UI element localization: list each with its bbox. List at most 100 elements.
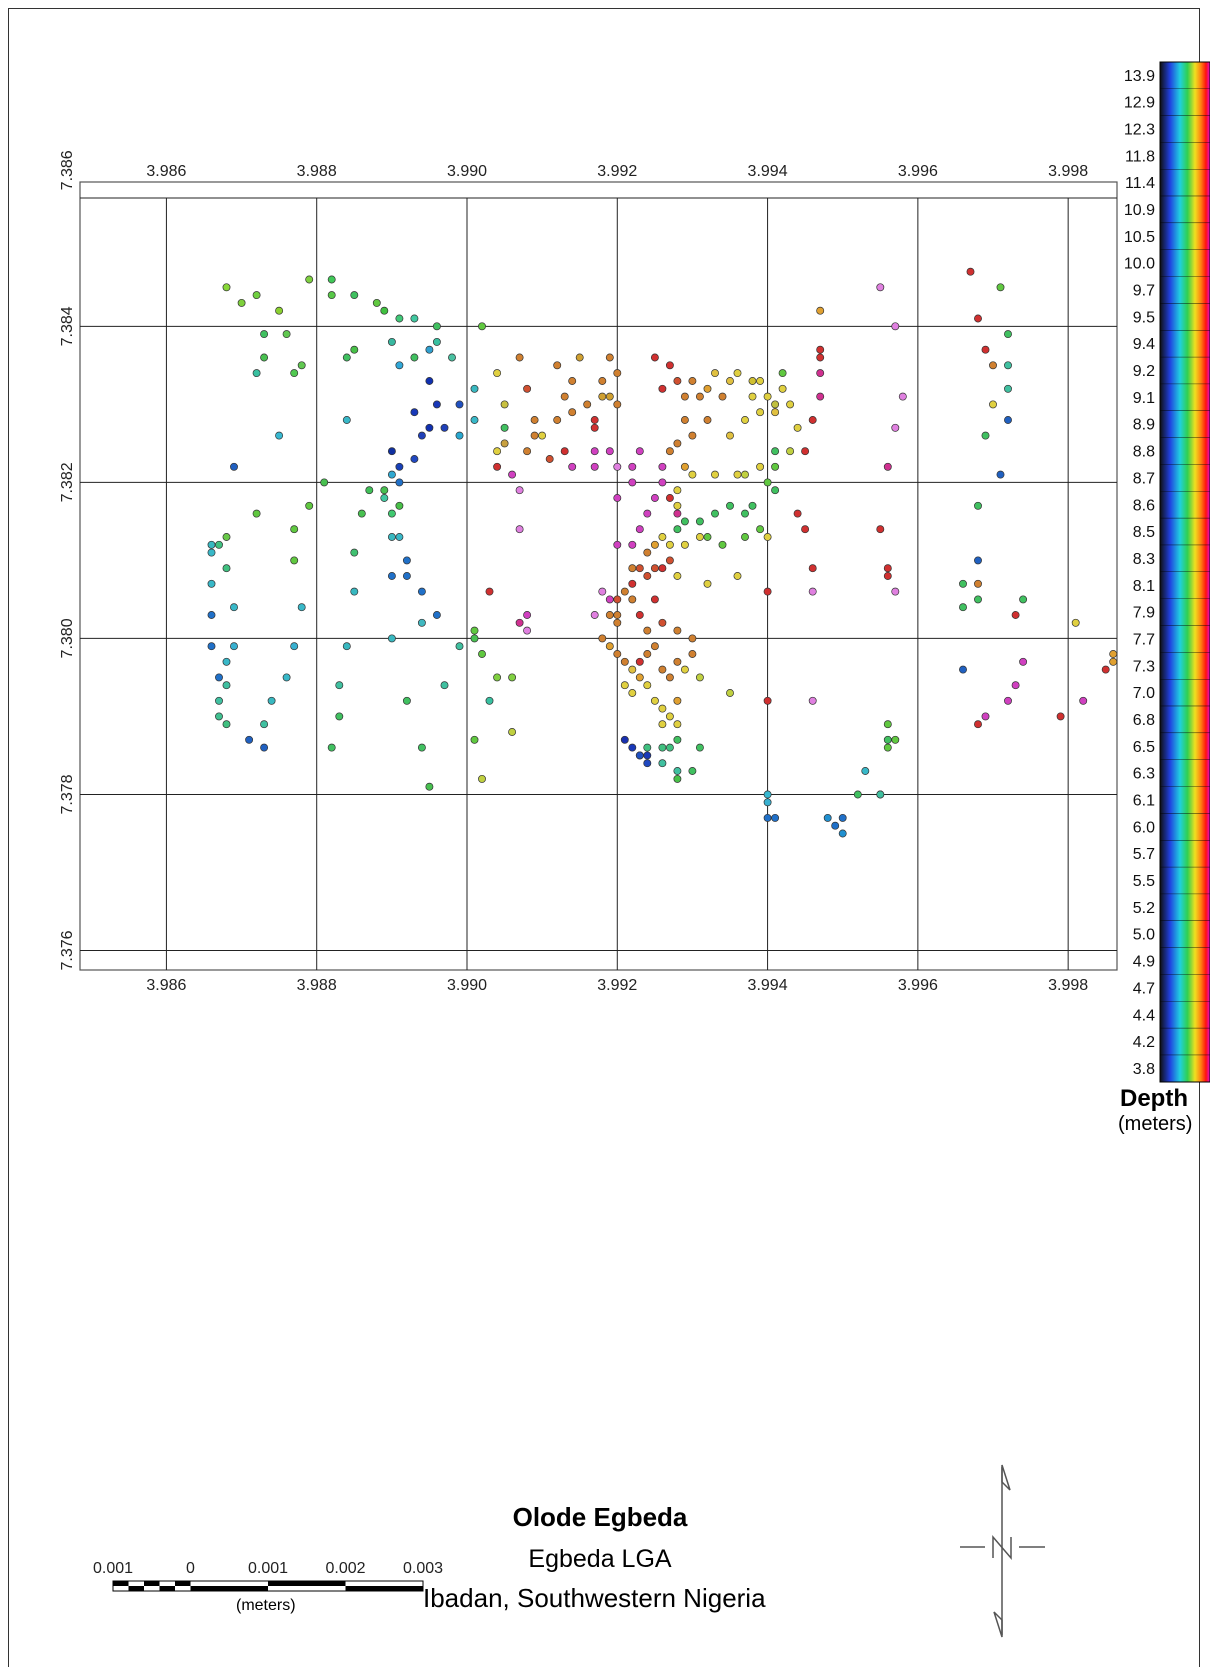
- depth-point: [635, 657, 644, 666]
- depth-point: [763, 798, 772, 807]
- depth-point: [883, 564, 892, 573]
- colorbar-frame: [1159, 61, 1210, 1083]
- depth-point: [733, 369, 742, 378]
- depth-point: [485, 696, 494, 705]
- scale-bar-segment: [345, 1586, 423, 1591]
- y-tick-label: 7.376: [59, 930, 76, 970]
- depth-point: [838, 813, 847, 822]
- depth-point: [297, 361, 306, 370]
- depth-point: [959, 665, 967, 674]
- depth-point: [207, 548, 216, 557]
- colorbar-label: 4.2: [1133, 1034, 1155, 1051]
- depth-point: [1079, 696, 1088, 705]
- depth-point: [380, 486, 389, 495]
- depth-point: [508, 673, 517, 682]
- depth-point: [981, 345, 990, 354]
- depth-point: [688, 431, 697, 440]
- depth-point: [230, 603, 238, 612]
- scale-bar-units: (meters): [236, 1597, 296, 1614]
- depth-point: [613, 618, 622, 627]
- depth-point: [726, 501, 734, 510]
- colorbar-band: [1160, 223, 1210, 250]
- depth-point: [635, 447, 644, 456]
- depth-point: [628, 579, 637, 588]
- depth-point: [680, 665, 689, 674]
- depth-point: [771, 462, 780, 471]
- colorbar-label: 9.5: [1133, 309, 1155, 326]
- map-title: Olode Egbeda: [512, 1502, 688, 1532]
- depth-point: [222, 720, 231, 729]
- colorbar-label: 12.3: [1124, 122, 1155, 139]
- depth-point: [778, 384, 787, 393]
- depth-point: [635, 611, 644, 619]
- colorbar-label: 4.7: [1133, 980, 1155, 997]
- depth-point: [726, 431, 734, 440]
- depth-point: [620, 587, 629, 596]
- depth-point: [207, 611, 216, 619]
- colorbar-band: [1160, 142, 1210, 170]
- depth-point: [891, 587, 900, 596]
- depth-point: [763, 533, 772, 541]
- depth-point: [643, 743, 652, 752]
- depth-point: [703, 579, 712, 588]
- depth-point: [260, 720, 269, 729]
- depth-point: [402, 572, 411, 580]
- depth-point: [500, 439, 509, 448]
- depth-point: [553, 416, 562, 424]
- depth-point: [207, 642, 216, 651]
- depth-point: [1101, 665, 1110, 674]
- depth-point: [959, 579, 967, 588]
- colorbar-label: 7.9: [1133, 605, 1155, 622]
- scale-bar-segment: [113, 1581, 129, 1586]
- depth-point: [650, 353, 659, 362]
- colorbar-label: 8.7: [1133, 470, 1155, 487]
- colorbar-label: 6.5: [1133, 739, 1155, 756]
- colorbar-label: 10.9: [1124, 202, 1155, 219]
- depth-point: [756, 408, 765, 417]
- depth-point: [613, 400, 622, 409]
- depth-point: [568, 462, 577, 471]
- colorbar-label: 8.8: [1133, 444, 1155, 461]
- depth-point: [808, 696, 817, 705]
- depth-point: [478, 322, 486, 331]
- depth-point: [695, 392, 704, 401]
- depth-point: [493, 369, 502, 378]
- depth-point: [643, 572, 652, 580]
- colorbar-band: [1160, 679, 1210, 707]
- depth-point: [1019, 657, 1028, 666]
- depth-point: [665, 556, 674, 565]
- depth-point: [1019, 595, 1028, 604]
- depth-point: [493, 462, 502, 471]
- depth-point: [470, 416, 479, 424]
- depth-point: [695, 673, 704, 682]
- depth-point: [981, 712, 990, 721]
- colorbar-label: 8.1: [1133, 578, 1155, 595]
- x-tick-label-bottom: 3.992: [597, 977, 637, 994]
- map-subtitle: Egbeda LGA: [528, 1545, 672, 1573]
- depth-point: [643, 759, 652, 768]
- depth-point: [395, 533, 404, 541]
- scale-bar-segment: [175, 1581, 191, 1586]
- depth-point: [207, 540, 216, 549]
- depth-point: [538, 431, 547, 440]
- depth-point: [673, 509, 682, 518]
- depth-point: [478, 650, 486, 658]
- depth-point: [680, 540, 689, 549]
- depth-point: [260, 743, 269, 752]
- colorbar-band: [1160, 867, 1210, 895]
- colorbar-label: 10.5: [1124, 229, 1155, 246]
- colorbar-band: [1160, 518, 1210, 546]
- depth-point: [387, 634, 396, 643]
- depth-point: [395, 501, 404, 510]
- depth-point: [974, 595, 982, 604]
- depth-point: [478, 774, 486, 783]
- scale-bar-label: 0.002: [325, 1560, 365, 1577]
- colorbar-label: 8.9: [1133, 417, 1155, 434]
- depth-point: [1004, 696, 1012, 705]
- depth-point: [673, 774, 682, 783]
- y-tick-label: 7.386: [59, 150, 76, 190]
- depth-point: [673, 501, 682, 510]
- colorbar-label: 11.4: [1125, 175, 1155, 192]
- colorbar-band: [1160, 840, 1210, 868]
- depth-point: [778, 369, 787, 378]
